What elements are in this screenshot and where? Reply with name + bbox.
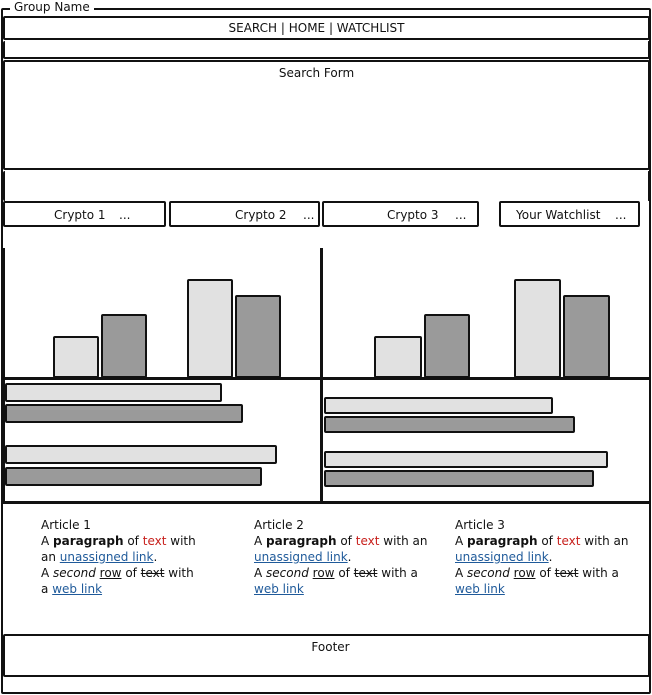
- web-link[interactable]: web link: [52, 582, 103, 596]
- tab-crypto-1-label: Crypto 1: [54, 208, 106, 222]
- hbar-2-light: [5, 445, 277, 464]
- footer: [3, 634, 650, 677]
- article-1: Article 1 A paragraph of text with an un…: [41, 517, 221, 597]
- column-bar-1-light: [53, 336, 99, 378]
- article-text: .: [347, 550, 352, 564]
- hbar-1-light: [5, 383, 222, 402]
- article-text: .: [548, 550, 553, 564]
- article-strike-text: text: [353, 566, 378, 580]
- article-title: Article 1: [41, 518, 91, 532]
- nav-bar: [3, 16, 650, 40]
- hbar-3-light: [324, 397, 553, 414]
- article-underline-text: row: [312, 566, 335, 580]
- unassigned-link[interactable]: unassigned link: [59, 550, 154, 564]
- article-underline-text: row: [99, 566, 122, 580]
- article-red-text: text: [142, 534, 167, 548]
- article-title: Article 2: [254, 518, 304, 532]
- article-text: of: [127, 534, 139, 548]
- chart-bottom-baseline: [2, 501, 650, 504]
- article-text: a: [41, 582, 49, 596]
- article-text: A: [455, 566, 464, 580]
- tab-crypto-3[interactable]: [322, 201, 479, 227]
- column-bar-1-dark: [101, 314, 147, 378]
- chart-middle-axis: [320, 248, 323, 502]
- article-text: with an: [584, 534, 629, 548]
- tab-crypto-2[interactable]: [169, 201, 320, 227]
- article-text: .: [153, 550, 158, 564]
- tab-watchlist-more[interactable]: ...: [615, 208, 627, 222]
- hbar-1-dark: [5, 404, 243, 423]
- article-text: of: [125, 566, 137, 580]
- unassigned-link[interactable]: unassigned link: [254, 550, 348, 564]
- article-text: A: [254, 566, 263, 580]
- footer-label: Footer: [311, 640, 350, 654]
- column-bar-2-light: [187, 279, 233, 378]
- web-link[interactable]: web link: [254, 582, 304, 596]
- article-underline-text: row: [513, 566, 536, 580]
- hbar-2-dark: [5, 467, 262, 486]
- article-text: of: [539, 566, 551, 580]
- tab-crypto-1-more[interactable]: ...: [119, 208, 131, 222]
- tab-crypto-3-more[interactable]: ...: [455, 208, 467, 222]
- hbar-4-light: [324, 451, 608, 468]
- article-text: with an: [383, 534, 428, 548]
- column-bar-2-dark: [235, 295, 281, 378]
- web-link[interactable]: web link: [455, 582, 505, 596]
- article-strike-text: text: [140, 566, 165, 580]
- article-text: with: [170, 534, 196, 548]
- article-text: an: [41, 550, 56, 564]
- tab-crypto-2-label: Crypto 2: [235, 208, 287, 222]
- article-text: with: [168, 566, 194, 580]
- chart-left-axis: [2, 248, 5, 502]
- article-bold-text: paragraph: [266, 534, 337, 548]
- nav-links[interactable]: SEARCH | HOME | WATCHLIST: [228, 21, 405, 35]
- article-text: A: [254, 534, 263, 548]
- article-italic-text: second: [467, 566, 510, 580]
- article-title: Article 3: [455, 518, 505, 532]
- article-3: Article 3 A paragraph of text with an un…: [455, 517, 635, 597]
- unassigned-link[interactable]: unassigned link: [455, 550, 549, 564]
- article-bold-text: paragraph: [53, 534, 124, 548]
- article-text: of: [338, 566, 350, 580]
- article-italic-text: second: [53, 566, 96, 580]
- section-divider: [3, 171, 650, 201]
- column-bar-3-dark: [424, 314, 470, 378]
- hbar-4-dark: [324, 470, 594, 487]
- hbar-3-dark: [324, 416, 575, 433]
- article-text: of: [541, 534, 553, 548]
- article-text: A: [41, 566, 50, 580]
- column-bar-3-light: [374, 336, 422, 378]
- article-text: A: [455, 534, 464, 548]
- nav-divider-strip: [3, 41, 650, 59]
- article-red-text: text: [355, 534, 380, 548]
- group-name-label: Group Name: [10, 0, 94, 14]
- column-bar-4-light: [514, 279, 561, 378]
- article-text: with a: [381, 566, 418, 580]
- tab-watchlist-label: Your Watchlist: [516, 208, 601, 222]
- chart-top-baseline: [2, 377, 650, 380]
- tab-crypto-3-label: Crypto 3: [387, 208, 439, 222]
- article-italic-text: second: [266, 566, 309, 580]
- article-text: A: [41, 534, 50, 548]
- article-text: of: [340, 534, 352, 548]
- search-form-label: Search Form: [278, 66, 355, 80]
- article-red-text: text: [556, 534, 581, 548]
- tab-crypto-2-more[interactable]: ...: [303, 208, 315, 222]
- search-form[interactable]: [3, 60, 650, 170]
- article-strike-text: text: [554, 566, 579, 580]
- tab-watchlist[interactable]: [499, 201, 640, 227]
- article-text: with a: [582, 566, 619, 580]
- article-2: Article 2 A paragraph of text with an un…: [254, 517, 434, 597]
- tab-crypto-1[interactable]: [3, 201, 166, 227]
- column-bar-4-dark: [563, 295, 610, 378]
- article-bold-text: paragraph: [467, 534, 538, 548]
